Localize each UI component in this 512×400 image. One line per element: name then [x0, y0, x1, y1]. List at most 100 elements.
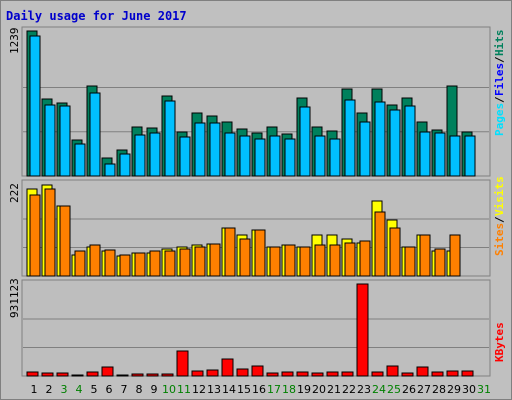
bar-sites-day-19 — [299, 246, 311, 277]
bar-sites-day-29 — [449, 234, 461, 277]
legend-separator-visits-sites-0: / — [493, 216, 506, 223]
bar-sites-day-9 — [149, 250, 161, 277]
day-label-30: 30 — [462, 383, 476, 396]
day-label-21: 21 — [327, 383, 341, 396]
bar-sites-day-23 — [359, 240, 371, 277]
bar-kbytes-day-3 — [56, 372, 69, 377]
bar-sites-day-28 — [434, 248, 446, 277]
day-label-2: 2 — [46, 383, 53, 396]
bar-kbytes-day-17 — [266, 372, 279, 377]
day-label-1: 1 — [31, 383, 38, 396]
legend-separator-hits-files-pages-0: / — [493, 96, 506, 103]
kbytes-max-label: 931123 — [8, 278, 21, 318]
bar-kbytes-day-20 — [311, 372, 324, 377]
day-label-26: 26 — [402, 383, 416, 396]
bar-sites-day-24 — [374, 211, 386, 277]
day-label-18: 18 — [282, 383, 296, 396]
bar-sites-day-14 — [224, 227, 236, 277]
day-label-25: 25 — [387, 383, 401, 396]
day-label-4: 4 — [76, 383, 83, 396]
day-label-10: 10 — [162, 383, 176, 396]
bar-kbytes-day-29 — [446, 370, 459, 377]
bar-sites-day-10 — [164, 250, 176, 277]
bar-sites-day-15 — [239, 238, 251, 277]
bar-sites-day-21 — [329, 244, 341, 277]
bar-kbytes-day-18 — [281, 371, 294, 377]
bar-kbytes-day-25 — [386, 365, 399, 377]
day-labels: 1 2 3 4 5 6 7 8 9 10 11 12 13 14 15 16 17 18 19 20 21 22 23 24 2… — [31, 383, 492, 396]
bar-kbytes-day-26 — [401, 372, 414, 377]
bar-files-day-17 — [269, 135, 281, 177]
bar-files-day-10 — [164, 100, 176, 177]
day-label-22: 22 — [342, 383, 356, 396]
bar-kbytes-day-13 — [206, 369, 219, 377]
bar-kbytes-day-28 — [431, 371, 444, 377]
bar-files-day-20 — [314, 135, 326, 177]
day-label-9: 9 — [151, 383, 158, 396]
day-label-8: 8 — [136, 383, 143, 396]
day-label-31: 31 — [477, 383, 491, 396]
bar-files-day-9 — [149, 132, 161, 177]
bar-sites-day-13 — [209, 243, 221, 277]
bar-files-day-23 — [359, 121, 371, 177]
bar-kbytes-day-5 — [86, 371, 99, 377]
bar-sites-day-11 — [179, 248, 191, 277]
bar-sites-day-17 — [269, 246, 281, 277]
day-label-12: 12 — [192, 383, 206, 396]
bar-kbytes-day-1 — [26, 371, 39, 377]
bar-kbytes-day-15 — [236, 368, 249, 377]
bar-kbytes-day-24 — [371, 371, 384, 377]
legend-pages: Pages — [493, 103, 506, 136]
day-label-19: 19 — [297, 383, 311, 396]
bar-sites-day-22 — [344, 242, 356, 277]
bar-sites-day-25 — [389, 227, 401, 277]
bar-files-day-29 — [449, 135, 461, 177]
bar-files-day-1 — [29, 35, 41, 177]
bar-files-day-19 — [299, 106, 311, 177]
legend-hits: Hits — [493, 30, 506, 57]
bar-kbytes-day-23 — [356, 283, 369, 377]
bar-files-day-25 — [389, 109, 401, 177]
bar-files-day-3 — [59, 105, 71, 177]
bar-kbytes-day-11 — [176, 350, 189, 377]
bar-files-day-6 — [104, 163, 116, 177]
bar-kbytes-day-14 — [221, 358, 234, 377]
bar-sites-day-1 — [29, 194, 41, 277]
legend-kbytes: KBytes — [493, 322, 506, 362]
visits-max-label: 222 — [8, 183, 21, 203]
day-label-5: 5 — [91, 383, 98, 396]
day-label-16: 16 — [252, 383, 266, 396]
day-label-7: 7 — [121, 383, 128, 396]
bar-kbytes-day-30 — [461, 370, 474, 377]
bar-files-day-15 — [239, 135, 251, 177]
legend-separator-hits-files-pages-1: / — [493, 56, 506, 63]
bar-files-day-11 — [179, 136, 191, 177]
bar-files-day-4 — [74, 143, 86, 177]
legend-sites: Sites — [493, 223, 506, 256]
day-label-11: 11 — [177, 383, 191, 396]
day-label-20: 20 — [312, 383, 326, 396]
day-label-3: 3 — [61, 383, 68, 396]
bar-files-day-22 — [344, 99, 356, 177]
panel-kbytes-bg — [21, 279, 491, 377]
bar-files-day-2 — [44, 104, 56, 177]
day-label-14: 14 — [222, 383, 236, 396]
bar-files-day-12 — [194, 122, 206, 177]
day-label-6: 6 — [106, 383, 113, 396]
bar-kbytes-day-7 — [116, 374, 129, 377]
bar-sites-day-7 — [119, 254, 131, 277]
chart-title: Daily usage for June 2017 — [6, 9, 187, 23]
bar-files-day-14 — [224, 132, 236, 177]
bar-files-day-8 — [134, 134, 146, 177]
bar-kbytes-day-19 — [296, 371, 309, 377]
day-label-15: 15 — [237, 383, 251, 396]
bar-files-day-24 — [374, 101, 386, 177]
day-label-28: 28 — [432, 383, 446, 396]
bar-kbytes-day-12 — [191, 370, 204, 377]
bar-files-day-18 — [284, 138, 296, 177]
bar-kbytes-day-4 — [71, 374, 84, 377]
hits-max-label: 1239 — [8, 28, 21, 55]
bar-files-day-26 — [404, 105, 416, 177]
